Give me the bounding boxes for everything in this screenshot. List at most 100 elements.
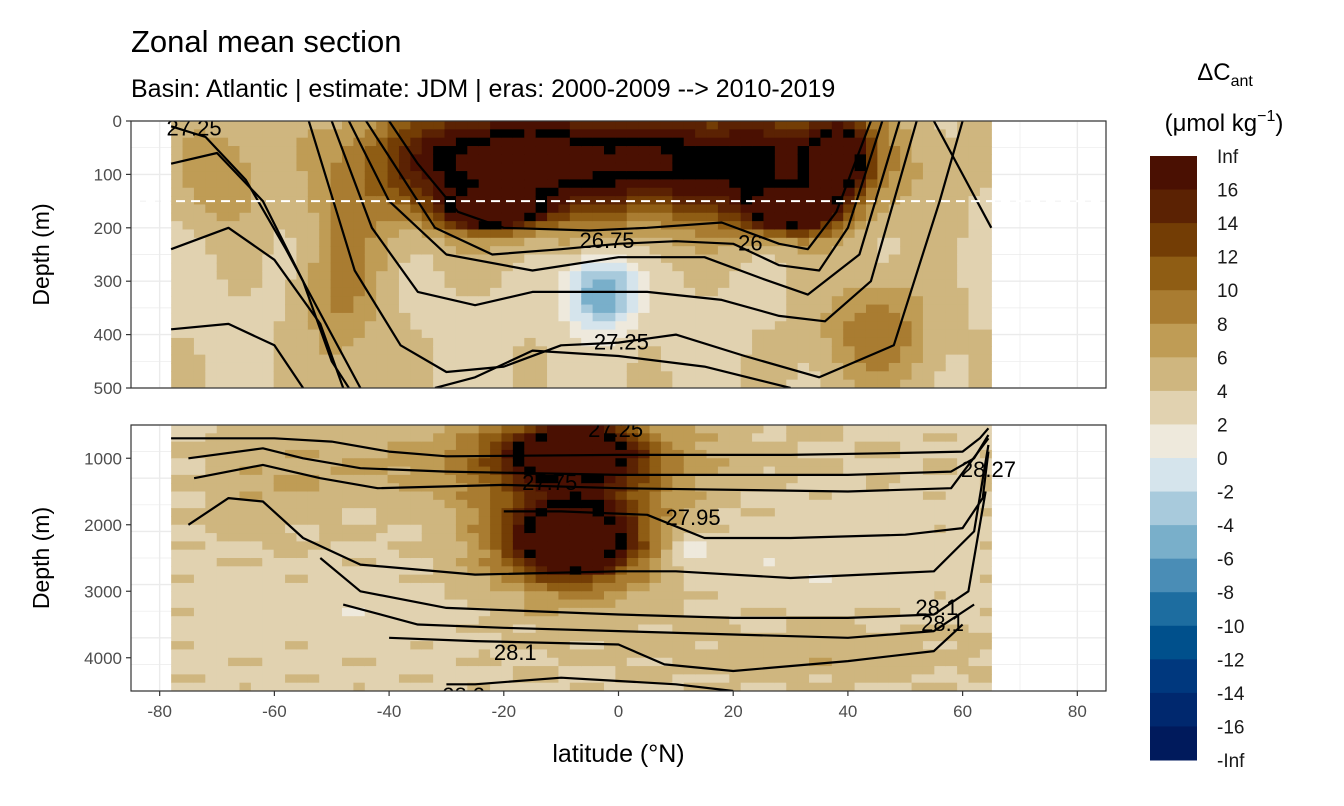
field-cell [535, 237, 548, 247]
field-cell [672, 441, 685, 451]
field-cell [182, 362, 195, 372]
field-cell [888, 441, 901, 451]
field-cell [228, 362, 241, 372]
field-cell [934, 187, 947, 197]
field-cell [285, 137, 298, 147]
field-cell [649, 616, 662, 626]
field-cell [455, 508, 468, 518]
field-cell [444, 666, 457, 675]
field-cell [558, 262, 571, 272]
field-cell [843, 154, 856, 164]
field-cell [182, 632, 195, 642]
field-cell [319, 254, 332, 264]
field-cell [877, 566, 890, 576]
field-cell [307, 591, 320, 601]
field-cell [626, 329, 639, 339]
field-cell [934, 616, 947, 626]
field-cell [444, 474, 457, 484]
field-cell [957, 582, 970, 592]
field-cell [319, 187, 332, 197]
field-cell [273, 246, 286, 256]
field-cell [581, 237, 594, 247]
field-cell [854, 137, 867, 147]
field-cell [683, 229, 696, 239]
field-cell [592, 229, 605, 239]
field-cell [945, 354, 958, 364]
field-cell [182, 466, 195, 476]
field-cell [763, 237, 776, 247]
field-cell [763, 574, 776, 584]
field-cell [228, 146, 241, 155]
field-cell [809, 666, 822, 675]
field-cell [410, 262, 423, 272]
field-cell [262, 221, 275, 231]
field-cell [683, 354, 696, 364]
contour-27.95 [187, 444, 990, 580]
field-cell [467, 296, 480, 306]
field-cell [865, 425, 878, 434]
field-cell [285, 129, 298, 139]
field-cell [398, 346, 411, 356]
field-cell [968, 229, 981, 239]
field-cell [387, 491, 400, 501]
field-cell [285, 649, 298, 659]
field-cell [307, 624, 320, 634]
field-cell [547, 466, 560, 476]
field-cell [683, 558, 696, 567]
field-cell [216, 499, 229, 509]
field-cell [672, 533, 685, 542]
field-cell [717, 354, 730, 364]
field-cell [467, 549, 480, 559]
field-cell [558, 371, 571, 381]
field-cell [364, 129, 377, 139]
field-cell [581, 649, 594, 659]
field-cell [945, 137, 958, 147]
field-cell [558, 466, 571, 476]
field-cell [558, 666, 571, 675]
field-cell [478, 296, 491, 306]
field-cell [957, 262, 970, 272]
field-cell [273, 346, 286, 356]
field-cell [774, 371, 787, 381]
field-cell [501, 287, 514, 297]
field-cell [934, 262, 947, 272]
field-cell [421, 329, 434, 339]
field-cell [763, 304, 776, 314]
field-cell [695, 649, 708, 659]
field-cell [444, 279, 457, 289]
field-cell [729, 441, 742, 451]
field-cell [319, 641, 332, 651]
field-cell [911, 549, 924, 559]
field-cell [957, 137, 970, 147]
field-cell [877, 499, 890, 509]
field-cell [934, 682, 947, 691]
field-cell [809, 196, 822, 206]
field-cell [387, 362, 400, 372]
field-cell [433, 346, 446, 356]
field-cell [729, 474, 742, 484]
field-cell [490, 354, 503, 364]
field-cell [957, 549, 970, 559]
field-cell [592, 649, 605, 659]
field-cell [410, 237, 423, 247]
field-cell [296, 499, 309, 509]
field-cell [558, 379, 571, 388]
field-cell [285, 237, 298, 247]
field-cell [319, 499, 332, 509]
field-cell [478, 616, 491, 626]
field-cell [467, 458, 480, 468]
field-cell [592, 279, 605, 289]
field-cell [364, 616, 377, 626]
field-cell [353, 674, 366, 684]
field-cell [854, 649, 867, 659]
field-cell [888, 329, 901, 339]
field-cell [216, 549, 229, 559]
field-cell [376, 346, 389, 356]
field-cell [478, 354, 491, 364]
field-cell [228, 129, 241, 139]
field-cell [364, 229, 377, 239]
field-cell [410, 271, 423, 281]
field-cell [262, 549, 275, 559]
field-cell [501, 649, 514, 659]
field-cell [740, 279, 753, 289]
